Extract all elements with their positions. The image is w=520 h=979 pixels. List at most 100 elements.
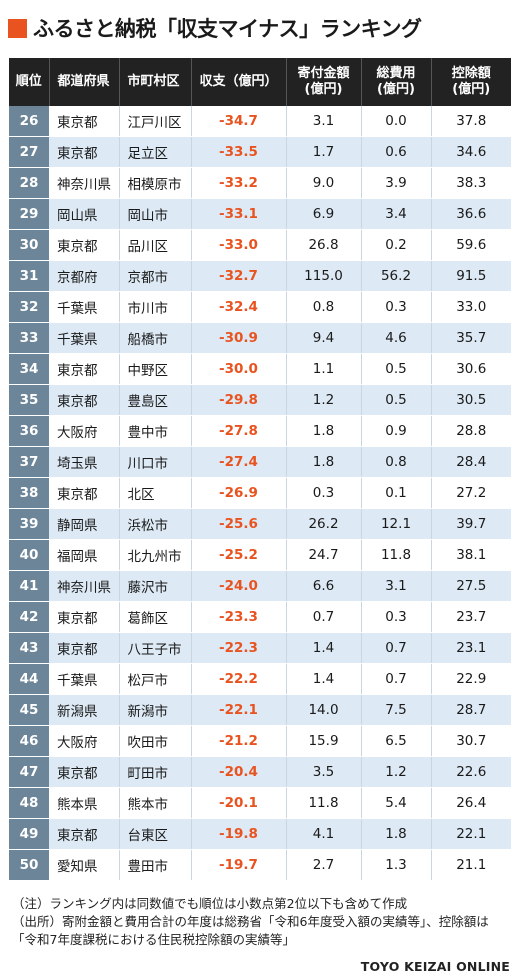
cost-cell: 0.3	[361, 601, 432, 633]
pref-cell: 東京都	[49, 353, 120, 385]
deduction-cell: 30.7	[431, 725, 511, 757]
balance-cell: -20.4	[191, 756, 287, 788]
cost-cell: 0.7	[361, 663, 432, 695]
deduction-cell: 27.5	[431, 570, 511, 602]
balance-cell: -22.2	[191, 663, 287, 695]
donation-cell: 15.9	[286, 725, 362, 757]
balance-cell: -33.5	[191, 136, 287, 168]
city-cell: 品川区	[119, 229, 192, 261]
balance-cell: -20.1	[191, 787, 287, 819]
table-row: 40 福岡県 北九州市 -25.2 24.7 11.8 38.1	[9, 539, 511, 571]
table-row: 48 熊本県 熊本市 -20.1 11.8 5.4 26.4	[9, 787, 511, 819]
deduction-cell: 28.8	[431, 415, 511, 447]
ranking-table: 順位 都道府県 市町村区 収支（億円） 寄付金額 (億円) 総費用 (億円) 控除額…	[9, 58, 511, 881]
pref-cell: 東京都	[49, 229, 120, 261]
header-donation-line1: 寄付金額	[297, 66, 350, 81]
balance-cell: -32.4	[191, 291, 287, 323]
source-text: （出所）寄附金額と費用合計の年度は総務省「令和6年度受入額の実績等」、控除額は「…	[12, 914, 489, 947]
title-accent-square	[8, 18, 27, 38]
donation-cell: 1.4	[286, 663, 362, 695]
pref-cell: 大阪府	[49, 725, 120, 757]
rank-cell: 43	[9, 632, 49, 664]
city-cell: 八王子市	[119, 632, 192, 664]
balance-cell: -26.9	[191, 477, 287, 509]
header-cost-line1: 総費用	[376, 66, 416, 81]
page-title: ふるさと納税「収支マイナス」ランキング	[8, 8, 512, 48]
rank-cell: 29	[9, 198, 49, 230]
rank-cell: 48	[9, 787, 49, 819]
pref-cell: 岡山県	[49, 198, 120, 230]
balance-cell: -33.1	[191, 198, 287, 230]
table-row: 37 埼玉県 川口市 -27.4 1.8 0.8 28.4	[9, 446, 511, 478]
deduction-cell: 22.6	[431, 756, 511, 788]
donation-cell: 26.2	[286, 508, 362, 540]
rank-cell: 32	[9, 291, 49, 323]
city-cell: 中野区	[119, 353, 192, 385]
deduction-cell: 22.9	[431, 663, 511, 695]
city-cell: 市川市	[119, 291, 192, 323]
cost-cell: 0.6	[361, 136, 432, 168]
pref-cell: 福岡県	[49, 539, 120, 571]
deduction-cell: 23.7	[431, 601, 511, 633]
donation-cell: 6.9	[286, 198, 362, 230]
cost-cell: 12.1	[361, 508, 432, 540]
donation-cell: 1.8	[286, 446, 362, 478]
balance-cell: -25.6	[191, 508, 287, 540]
city-cell: 台東区	[119, 818, 192, 850]
pref-cell: 千葉県	[49, 663, 120, 695]
pref-cell: 熊本県	[49, 787, 120, 819]
table-row: 30 東京都 品川区 -33.0 26.8 0.2 59.6	[9, 229, 511, 261]
deduction-cell: 36.6	[431, 198, 511, 230]
pref-cell: 東京都	[49, 106, 120, 137]
header-balance: 収支（億円）	[191, 58, 287, 106]
rank-cell: 44	[9, 663, 49, 695]
rank-cell: 41	[9, 570, 49, 602]
city-cell: 吹田市	[119, 725, 192, 757]
city-cell: 足立区	[119, 136, 192, 168]
pref-cell: 東京都	[49, 601, 120, 633]
cost-cell: 0.5	[361, 384, 432, 416]
city-cell: 藤沢市	[119, 570, 192, 602]
table-row: 44 千葉県 松戸市 -22.2 1.4 0.7 22.9	[9, 663, 511, 695]
balance-cell: -33.0	[191, 229, 287, 261]
rank-cell: 31	[9, 260, 49, 292]
cost-cell: 3.1	[361, 570, 432, 602]
balance-cell: -19.8	[191, 818, 287, 850]
deduction-cell: 38.1	[431, 539, 511, 571]
rank-cell: 50	[9, 849, 49, 881]
table-row: 36 大阪府 豊中市 -27.8 1.8 0.9 28.8	[9, 415, 511, 447]
cost-cell: 4.6	[361, 322, 432, 354]
city-cell: 江戸川区	[119, 106, 192, 137]
header-pref: 都道府県	[49, 58, 120, 106]
donation-cell: 1.4	[286, 632, 362, 664]
cost-cell: 0.1	[361, 477, 432, 509]
city-cell: 北九州市	[119, 539, 192, 571]
balance-cell: -33.2	[191, 167, 287, 199]
table-header-row: 順位 都道府県 市町村区 収支（億円） 寄付金額 (億円) 総費用 (億円) 控除額…	[9, 58, 511, 106]
rank-cell: 37	[9, 446, 49, 478]
title-text: ふるさと納税「収支マイナス」ランキング	[33, 17, 422, 41]
table-row: 28 神奈川県 相模原市 -33.2 9.0 3.9 38.3	[9, 167, 511, 199]
rank-cell: 26	[9, 106, 49, 137]
balance-cell: -27.4	[191, 446, 287, 478]
header-deduction: 控除額 (億円)	[431, 58, 511, 106]
balance-cell: -21.2	[191, 725, 287, 757]
table-row: 46 大阪府 吹田市 -21.2 15.9 6.5 30.7	[9, 725, 511, 757]
rank-cell: 38	[9, 477, 49, 509]
donation-cell: 0.3	[286, 477, 362, 509]
balance-cell: -19.7	[191, 849, 287, 881]
city-cell: 町田市	[119, 756, 192, 788]
table-row: 29 岡山県 岡山市 -33.1 6.9 3.4 36.6	[9, 198, 511, 230]
header-deduction-line1: 控除額	[451, 66, 491, 81]
footnotes: （注）ランキング内は同数値でも順位は小数点第2位以下も含めて作成 （出所）寄附金…	[12, 895, 512, 949]
balance-cell: -22.1	[191, 694, 287, 726]
rank-cell: 39	[9, 508, 49, 540]
cost-cell: 3.4	[361, 198, 432, 230]
donation-cell: 6.6	[286, 570, 362, 602]
deduction-cell: 91.5	[431, 260, 511, 292]
cost-cell: 0.8	[361, 446, 432, 478]
deduction-cell: 59.6	[431, 229, 511, 261]
donation-cell: 14.0	[286, 694, 362, 726]
deduction-cell: 34.6	[431, 136, 511, 168]
deduction-cell: 30.5	[431, 384, 511, 416]
